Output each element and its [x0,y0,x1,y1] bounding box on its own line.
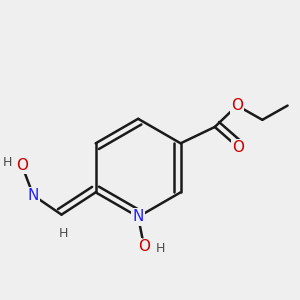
Text: O: O [231,98,243,113]
Text: H: H [155,242,165,255]
Text: H: H [58,227,68,240]
Text: O: O [232,140,244,155]
Text: N: N [28,188,39,203]
Text: O: O [16,158,28,173]
Text: O: O [138,239,150,254]
Text: H: H [3,155,13,169]
Text: ·: · [141,234,144,244]
Text: N: N [133,209,144,224]
